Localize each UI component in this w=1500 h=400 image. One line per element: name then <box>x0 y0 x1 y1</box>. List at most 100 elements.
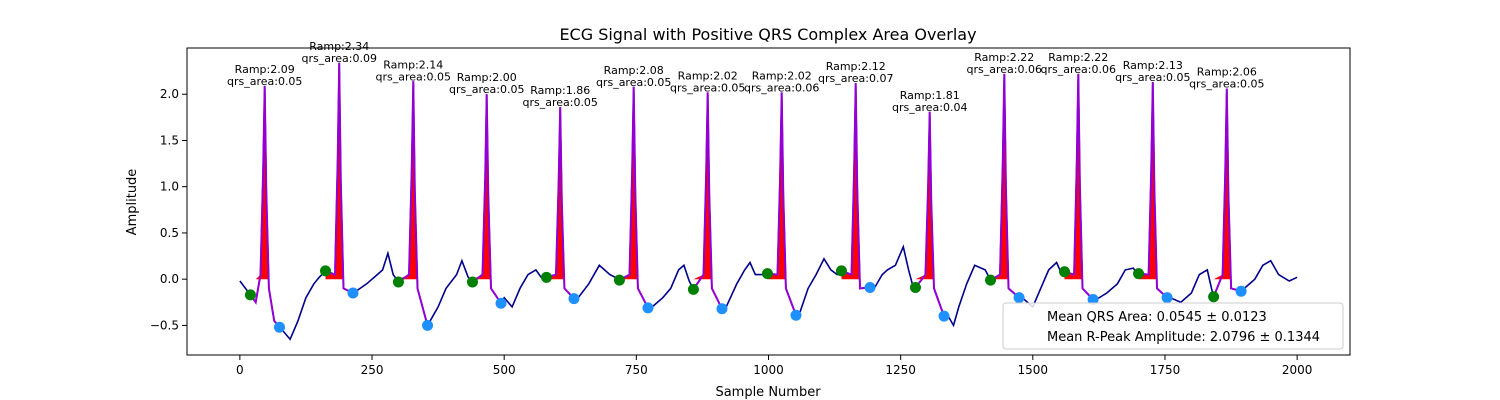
qrs-area-fill <box>693 92 722 280</box>
y-tick-label: 1.5 <box>160 133 179 147</box>
s-offset-point <box>1235 285 1247 297</box>
r-amp-annotation: Ramp:2.00 <box>457 71 517 84</box>
q-onset-point <box>687 283 699 295</box>
r-amp-annotation: Ramp:1.86 <box>530 84 590 97</box>
qrs-area-annotation: qrs_area:0.05 <box>227 75 302 88</box>
q-onset-point <box>761 268 773 280</box>
qrs-complex-line <box>397 81 429 326</box>
plot-area: Ramp:2.09qrs_area:0.05Ramp:2.34qrs_area:… <box>227 40 1298 341</box>
r-amp-annotation: Ramp:2.22 <box>1048 51 1108 64</box>
q-onset-point <box>244 289 256 301</box>
q-onset-point <box>1059 266 1071 278</box>
qrs-area-annotation: qrs_area:0.05 <box>376 70 451 83</box>
q-onset-point <box>466 276 478 288</box>
qrs-area-annotation: qrs_area:0.05 <box>1115 71 1190 84</box>
s-offset-point <box>274 321 286 333</box>
r-amp-annotation: Ramp:2.13 <box>1123 59 1183 72</box>
r-amp-annotation: Ramp:2.02 <box>678 69 738 82</box>
qrs-area-annotation: qrs_area:0.06 <box>1041 63 1116 76</box>
qrs-complex-line <box>546 107 575 300</box>
x-tick-label: 1250 <box>885 363 916 377</box>
qrs-complex-line <box>767 92 797 316</box>
x-tick-label: 2000 <box>1282 363 1313 377</box>
legend: Mean QRS Area: 0.0545 ± 0.0123 Mean R-Pe… <box>1002 302 1344 350</box>
y-tick-label: 0.0 <box>160 272 179 286</box>
qrs-complex-line <box>1212 88 1242 298</box>
q-onset-point <box>320 265 332 277</box>
qrs-area-fill <box>398 81 428 280</box>
qrs-area-annotation: qrs_area:0.05 <box>670 81 745 94</box>
qrs-area-fill <box>841 83 870 280</box>
fiducial-points-layer <box>244 265 1247 333</box>
r-amp-annotation: Ramp:1.81 <box>900 89 960 102</box>
qrs-area-annotation: qrs_area:0.05 <box>449 83 524 96</box>
legend-box <box>1002 302 1344 350</box>
qrs-area-annotation: qrs_area:0.06 <box>744 81 819 94</box>
qrs-area-annotation: qrs_area:0.04 <box>892 101 967 114</box>
q-onset-point <box>392 276 404 288</box>
s-offset-point <box>864 281 876 293</box>
q-onset-point <box>909 281 921 293</box>
qrs-overlay-layer <box>249 62 1242 328</box>
r-amp-annotation: Ramp:2.02 <box>752 69 812 82</box>
x-axis-label: Sample Number <box>715 385 821 400</box>
s-offset-point <box>347 287 359 299</box>
qrs-area-fill <box>915 111 944 280</box>
s-offset-point <box>495 297 507 309</box>
qrs-area-fill <box>767 92 796 280</box>
x-tick-label: 1000 <box>753 363 784 377</box>
r-amp-annotation: Ramp:2.12 <box>826 60 886 73</box>
y-tick-label: −0.5 <box>150 318 179 332</box>
q-onset-point <box>1133 268 1145 280</box>
y-tick-label: 1.0 <box>160 180 179 194</box>
qrs-complex-line <box>471 94 502 304</box>
qrs-complex-line <box>249 85 281 328</box>
s-offset-point <box>938 310 950 322</box>
qrs-complex-line <box>1138 82 1168 299</box>
s-offset-point <box>1161 292 1173 304</box>
x-tick-label: 1750 <box>1150 363 1181 377</box>
s-offset-point <box>422 319 434 331</box>
x-tick-label: 1500 <box>1018 363 1049 377</box>
qrs-complex-line <box>325 62 354 294</box>
qrs-complex-line <box>914 111 945 317</box>
annotations-layer: Ramp:2.09qrs_area:0.05Ramp:2.34qrs_area:… <box>227 40 1265 114</box>
q-onset-point <box>835 265 847 277</box>
x-axis: 0 250 500 750 1000 1250 1500 1750 2000 <box>236 355 1312 377</box>
qrs-complex-line <box>1064 73 1094 301</box>
r-amp-annotation: Ramp:2.06 <box>1197 66 1257 79</box>
s-offset-point <box>642 302 654 314</box>
qrs-area-fill <box>250 85 280 280</box>
legend-entry-qrs-area: Mean QRS Area: 0.0545 ± 0.0123 <box>1047 310 1267 325</box>
q-onset-point <box>985 274 997 286</box>
r-amp-annotation: Ramp:2.14 <box>383 58 443 71</box>
s-offset-point <box>790 309 802 321</box>
x-tick-label: 500 <box>493 363 516 377</box>
qrs-area-fill <box>472 94 501 280</box>
x-tick-label: 750 <box>625 363 648 377</box>
qrs-area-fill <box>619 86 648 280</box>
qrs-area-annotation: qrs_area:0.06 <box>967 63 1042 76</box>
r-amp-annotation: Ramp:2.34 <box>309 40 369 53</box>
legend-entry-r-peak: Mean R-Peak Amplitude: 2.0796 ± 0.1344 <box>1047 330 1320 345</box>
s-offset-point <box>1013 292 1025 304</box>
ecg-signal-line <box>239 62 1298 341</box>
qrs-area-annotation: qrs_area:0.05 <box>1189 78 1264 91</box>
qrs-complex-line <box>618 86 649 309</box>
qrs-area-annotation: qrs_area:0.05 <box>522 96 597 109</box>
qrs-area-annotation: qrs_area:0.05 <box>596 76 671 89</box>
signal-layer <box>239 62 1298 341</box>
qrs-area-annotation: qrs_area:0.07 <box>818 72 893 85</box>
qrs-complex-line <box>989 73 1020 299</box>
qrs-area-fill <box>1138 82 1168 280</box>
q-onset-point <box>613 274 625 286</box>
y-tick-label: 0.5 <box>160 226 179 240</box>
qrs-area-layer <box>250 62 1242 280</box>
qrs-area-fill <box>325 62 353 280</box>
chart-title: ECG Signal with Positive QRS Complex Are… <box>559 25 976 44</box>
qrs-area-fill <box>546 107 574 280</box>
s-offset-point <box>568 293 580 305</box>
r-amp-annotation: Ramp:2.22 <box>974 51 1034 64</box>
y-axis-label: Amplitude <box>125 169 140 236</box>
